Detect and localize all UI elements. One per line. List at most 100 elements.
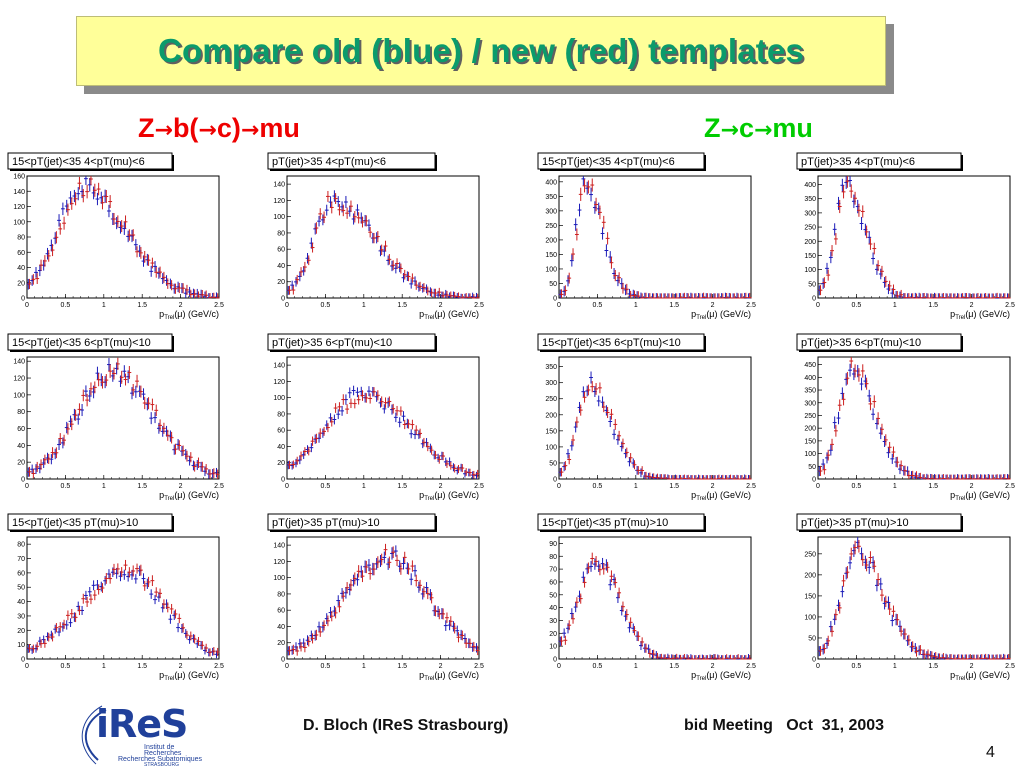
data-point <box>456 292 461 298</box>
y-tick-label: 50 <box>549 460 557 467</box>
data-point <box>455 625 460 636</box>
data-point <box>391 403 396 414</box>
y-tick-label: 0 <box>21 296 25 303</box>
data-point <box>895 456 900 468</box>
y-tick-label: 250 <box>545 396 557 403</box>
data-point <box>27 278 32 290</box>
data-point <box>728 474 733 480</box>
data-point <box>314 629 319 641</box>
data-point <box>705 655 710 660</box>
data-point <box>655 293 660 299</box>
data-point <box>475 469 480 478</box>
data-point <box>355 204 360 216</box>
data-point <box>414 280 419 290</box>
data-point <box>571 434 575 446</box>
section-label-zbcmu: Z→b(→c)→mu <box>138 113 300 144</box>
data-point <box>972 474 977 480</box>
data-point <box>215 293 220 299</box>
data-point <box>341 204 346 217</box>
data-point <box>211 647 216 656</box>
histogram-label-box: 15<pT(jet)<35 4<pT(mu)<6 <box>537 152 706 171</box>
data-point <box>612 429 616 440</box>
data-point <box>609 256 614 269</box>
data-point <box>678 474 683 480</box>
label-box-frame <box>537 513 705 531</box>
data-point <box>317 215 321 227</box>
data-point <box>375 231 380 243</box>
data-point <box>867 231 872 244</box>
histogram-panel: pT(jet)>35 4<pT(mu)<60204060801001201400… <box>267 152 484 321</box>
x-axis-label: pTrel(μ) (GeV/c) <box>419 309 479 321</box>
data-point <box>119 370 124 384</box>
data-point <box>291 644 296 655</box>
data-point <box>77 403 82 416</box>
x-tick-label: 0 <box>816 483 820 490</box>
data-point <box>605 232 610 245</box>
data-point <box>624 283 629 295</box>
data-point <box>667 293 671 299</box>
data-point <box>914 471 919 479</box>
x-tick-label: 2 <box>711 302 715 309</box>
x-tick-label: 2 <box>970 663 974 670</box>
data-point <box>848 176 852 187</box>
data-point <box>402 269 407 280</box>
data-point <box>27 643 32 653</box>
x-axis-label: pTrel(μ) (GeV/c) <box>159 670 219 682</box>
data-point <box>864 225 869 239</box>
data-point <box>122 365 127 378</box>
data-point <box>141 573 146 584</box>
data-point <box>413 564 417 577</box>
y-tick-label: 300 <box>804 400 816 407</box>
histogram-label: pT(jet)>35 4<pT(mu)<6 <box>272 156 386 168</box>
data-point <box>724 292 729 299</box>
data-point <box>364 215 369 227</box>
data-point <box>352 211 357 223</box>
data-point <box>594 197 598 212</box>
plot-frame <box>26 175 220 299</box>
data-point <box>133 385 138 398</box>
data-point <box>188 631 193 641</box>
data-point <box>200 289 205 298</box>
data-point <box>333 403 338 413</box>
series-new-red <box>27 176 220 299</box>
histogram-label: pT(jet)>35 6<pT(mu)<10 <box>801 337 921 349</box>
data-point <box>598 205 602 220</box>
data-point <box>876 573 881 586</box>
data-point <box>929 474 934 480</box>
y-tick-label: 0 <box>553 657 557 664</box>
data-point <box>146 576 151 588</box>
data-point <box>326 615 330 627</box>
data-point <box>410 273 415 283</box>
data-point <box>644 471 648 479</box>
data-point <box>886 596 891 609</box>
histogram-label-box: 15<pT(jet)<35 pT(mu)>10 <box>537 513 706 532</box>
data-point <box>355 387 360 398</box>
data-point <box>956 474 961 480</box>
arrow-icon: → <box>720 118 739 143</box>
data-point <box>60 202 65 216</box>
plot-frame <box>558 356 752 480</box>
data-point <box>425 588 430 600</box>
series-new-red <box>27 357 220 479</box>
data-point <box>968 654 973 660</box>
data-point <box>445 459 449 468</box>
data-point <box>401 557 406 570</box>
data-point <box>906 470 911 479</box>
y-tick-label: 20 <box>17 280 25 287</box>
data-point <box>306 446 311 456</box>
data-point <box>332 414 337 425</box>
histogram-label-box: pT(jet)>35 pT(mu)>10 <box>796 513 963 532</box>
data-point <box>295 456 300 465</box>
data-point <box>141 388 146 400</box>
data-point <box>736 654 741 659</box>
data-point <box>578 593 583 604</box>
y-tick-label: 100 <box>545 444 557 451</box>
data-point <box>845 566 850 579</box>
data-point <box>826 635 831 646</box>
data-point <box>601 563 606 575</box>
data-point <box>836 411 841 425</box>
data-point <box>659 653 664 659</box>
arrow-icon: → <box>154 118 173 143</box>
data-point <box>956 293 961 299</box>
data-point <box>918 472 923 479</box>
